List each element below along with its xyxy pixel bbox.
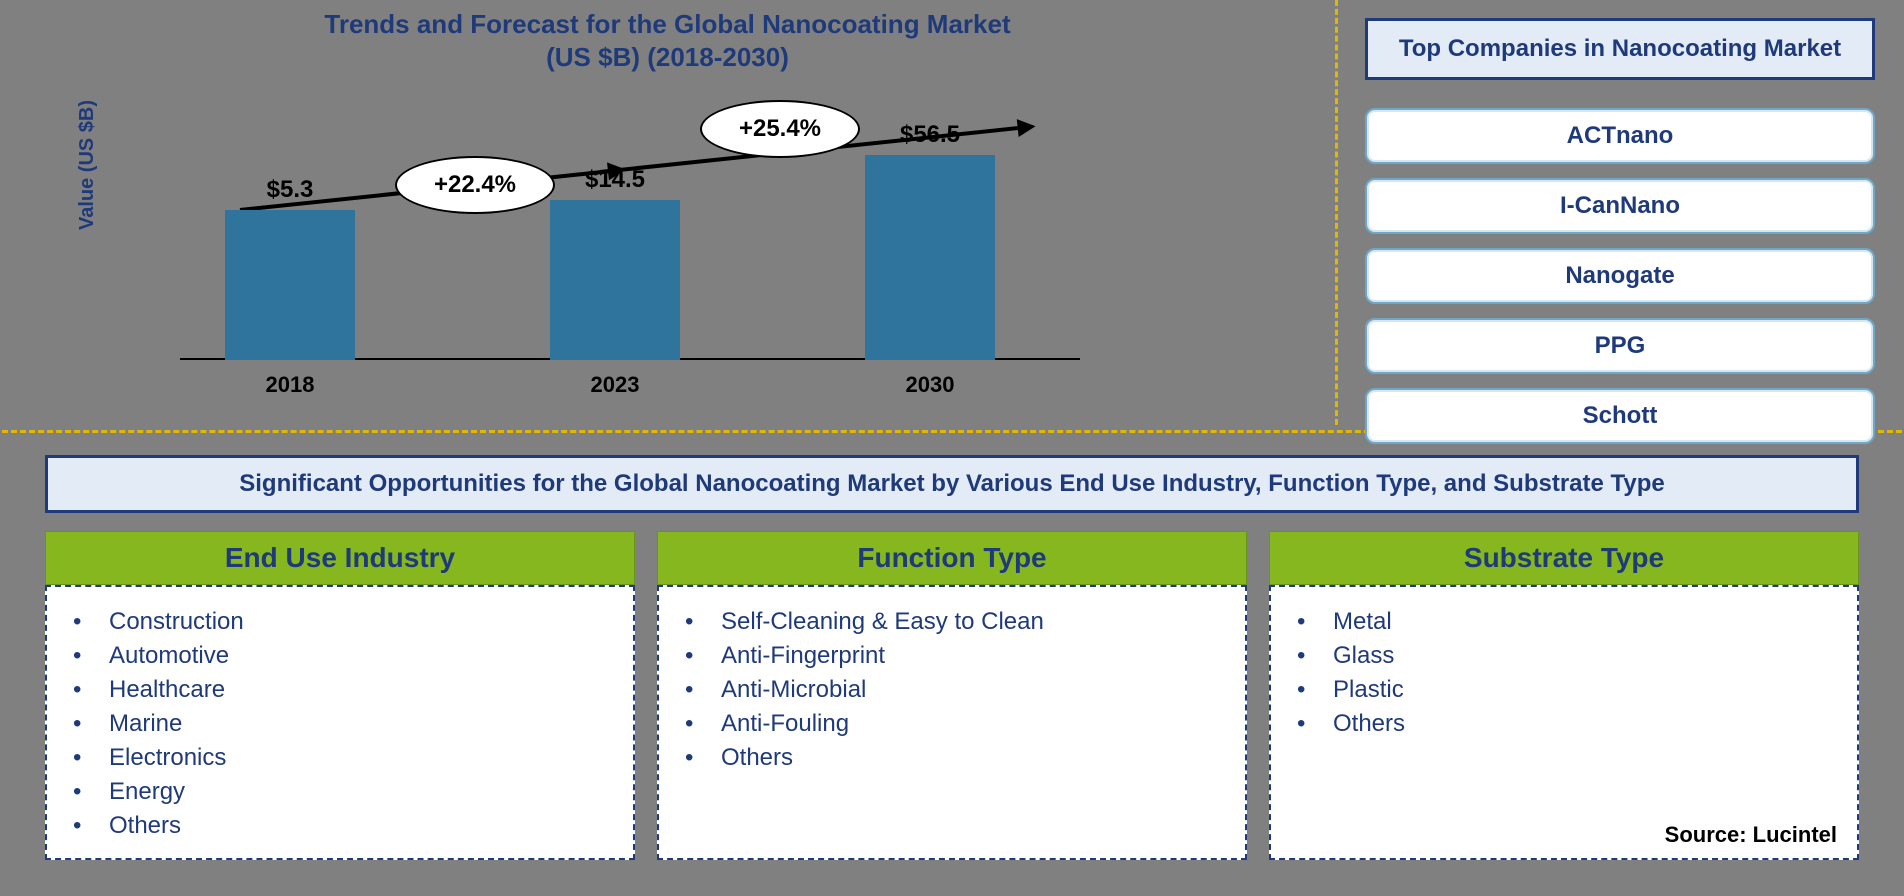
chart-bar: $56.52030 bbox=[865, 155, 995, 360]
column-body: MetalGlassPlasticOthers Source: Lucintel bbox=[1269, 585, 1859, 860]
list-item: Others bbox=[685, 741, 1219, 775]
column-list: MetalGlassPlasticOthers bbox=[1297, 605, 1831, 741]
vertical-divider bbox=[1335, 0, 1338, 425]
list-item: Anti-Microbial bbox=[685, 673, 1219, 707]
bar-label: 2018 bbox=[205, 372, 375, 398]
growth-rate-oval: +22.4% bbox=[395, 156, 555, 214]
growth-rate-oval: +25.4% bbox=[700, 100, 860, 158]
list-item: Others bbox=[1297, 707, 1831, 741]
bars-wrap: +22.4% +25.4% $5.32018 $14.52023 $56.52030 bbox=[180, 100, 1080, 360]
chart-area: Trends and Forecast for the Global Nanoc… bbox=[0, 0, 1335, 430]
company-pill: ACTnano bbox=[1365, 108, 1875, 164]
opportunity-column: Substrate Type MetalGlassPlasticOthers Sou… bbox=[1269, 531, 1859, 860]
arrow-head-icon bbox=[1017, 117, 1037, 137]
list-item: Anti-Fouling bbox=[685, 707, 1219, 741]
column-list: ConstructionAutomotiveHealthcareMarineEl… bbox=[73, 605, 607, 844]
opportunity-column: Function Type Self-Cleaning & Easy to Cle… bbox=[657, 531, 1247, 860]
column-list: Self-Cleaning & Easy to CleanAnti-Finger… bbox=[685, 605, 1219, 775]
list-item: Marine bbox=[73, 707, 607, 741]
opportunity-column: End Use Industry ConstructionAutomotiveHe… bbox=[45, 531, 635, 860]
chart-title-line1: Trends and Forecast for the Global Nanoc… bbox=[324, 9, 1010, 39]
list-item: Glass bbox=[1297, 639, 1831, 673]
y-axis-label: Value (US $B) bbox=[76, 100, 99, 230]
list-item: Construction bbox=[73, 605, 607, 639]
source-credit: Source: Lucintel bbox=[1665, 822, 1837, 848]
list-item: Self-Cleaning & Easy to Clean bbox=[685, 605, 1219, 639]
list-item: Electronics bbox=[73, 741, 607, 775]
top-section: Trends and Forecast for the Global Nanoc… bbox=[0, 0, 1904, 430]
list-item: Others bbox=[73, 809, 607, 843]
list-item: Healthcare bbox=[73, 673, 607, 707]
company-list: ACTnano I-CanNano Nanogate PPG Schott bbox=[1365, 108, 1875, 444]
company-pill: Nanogate bbox=[1365, 248, 1875, 304]
bar-value: $56.5 bbox=[865, 121, 995, 149]
bar-value: $5.3 bbox=[225, 176, 355, 204]
opportunity-columns: End Use Industry ConstructionAutomotiveHe… bbox=[45, 531, 1859, 860]
companies-header: Top Companies in Nanocoating Market bbox=[1365, 18, 1875, 80]
bar-label: 2023 bbox=[530, 372, 700, 398]
column-body: ConstructionAutomotiveHealthcareMarineEl… bbox=[45, 585, 635, 860]
list-item: Automotive bbox=[73, 639, 607, 673]
chart-title-line2: (US $B) (2018-2030) bbox=[546, 42, 789, 72]
column-body: Self-Cleaning & Easy to CleanAnti-Finger… bbox=[657, 585, 1247, 860]
list-item: Anti-Fingerprint bbox=[685, 639, 1219, 673]
column-header: End Use Industry bbox=[45, 531, 635, 585]
list-item: Metal bbox=[1297, 605, 1831, 639]
company-pill: I-CanNano bbox=[1365, 178, 1875, 234]
chart-title: Trends and Forecast for the Global Nanoc… bbox=[0, 8, 1335, 73]
column-header: Function Type bbox=[657, 531, 1247, 585]
list-item: Energy bbox=[73, 775, 607, 809]
chart-bar: $14.52023 bbox=[550, 200, 680, 360]
company-pill: Schott bbox=[1365, 388, 1875, 444]
companies-panel: Top Companies in Nanocoating Market ACTn… bbox=[1335, 0, 1895, 430]
company-pill: PPG bbox=[1365, 318, 1875, 374]
opportunities-header: Significant Opportunities for the Global… bbox=[45, 455, 1859, 513]
chart-bar: $5.32018 bbox=[225, 210, 355, 360]
bar-label: 2030 bbox=[845, 372, 1015, 398]
list-item: Plastic bbox=[1297, 673, 1831, 707]
bar-value: $14.5 bbox=[550, 166, 680, 194]
bottom-section: Significant Opportunities for the Global… bbox=[0, 433, 1904, 860]
column-header: Substrate Type bbox=[1269, 531, 1859, 585]
